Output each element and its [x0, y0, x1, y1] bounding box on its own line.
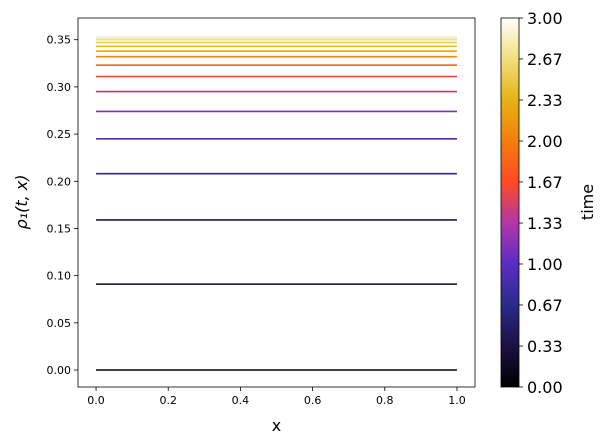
- y-axis: 0.00 0.05 0.10 0.15 0.20 0.25 0.30 0.35: [47, 34, 78, 377]
- y-tick-label: 0.25: [47, 128, 72, 141]
- x-tick-label: 0.2: [159, 394, 177, 407]
- colorbar-tick-label: 2.33: [527, 91, 563, 110]
- y-tick-label: 0.20: [47, 175, 72, 188]
- colorbar-tick-label: 3.00: [527, 9, 563, 28]
- x-tick-label: 0.8: [376, 394, 394, 407]
- y-tick-label: 0.30: [47, 81, 72, 94]
- colorbar-tick-label: 2.00: [527, 132, 563, 151]
- colorbar-label: time: [578, 184, 597, 220]
- x-axis: 0.0 0.2 0.4 0.6 0.8 1.0: [87, 387, 466, 407]
- colorbar-tick-label: 0.67: [527, 296, 563, 315]
- colorbar-tick-label: 1.67: [527, 173, 563, 192]
- y-tick-label: 0.05: [47, 317, 72, 330]
- y-tick-label: 0.15: [47, 222, 72, 235]
- plot-area: [78, 18, 475, 387]
- colorbar-tick-label: 2.67: [527, 50, 563, 69]
- x-tick-label: 0.0: [87, 394, 105, 407]
- y-axis-label: ρ₁(t, x): [12, 175, 31, 230]
- x-tick-label: 1.0: [448, 394, 466, 407]
- series-layer: [96, 36, 457, 371]
- plot-frame: [77, 17, 476, 388]
- colorbar: [500, 17, 520, 388]
- colorbar-tick-label: 1.00: [527, 255, 563, 274]
- x-tick-label: 0.4: [232, 394, 250, 407]
- y-tick-label: 0.10: [47, 270, 72, 283]
- colorbar-tick-label: 1.33: [527, 214, 563, 233]
- colorbar-axis: 0.00 0.33 0.67 1.00 1.33 1.67 2.00 2.33 2.67 3.00: [519, 9, 563, 397]
- y-tick-label: 0.35: [47, 34, 72, 47]
- x-tick-label: 0.6: [304, 394, 322, 407]
- y-tick-label: 0.00: [47, 364, 72, 377]
- x-axis-label: x: [272, 416, 281, 435]
- colorbar-tick-label: 0.00: [527, 378, 563, 397]
- colorbar-tick-label: 0.33: [527, 337, 563, 356]
